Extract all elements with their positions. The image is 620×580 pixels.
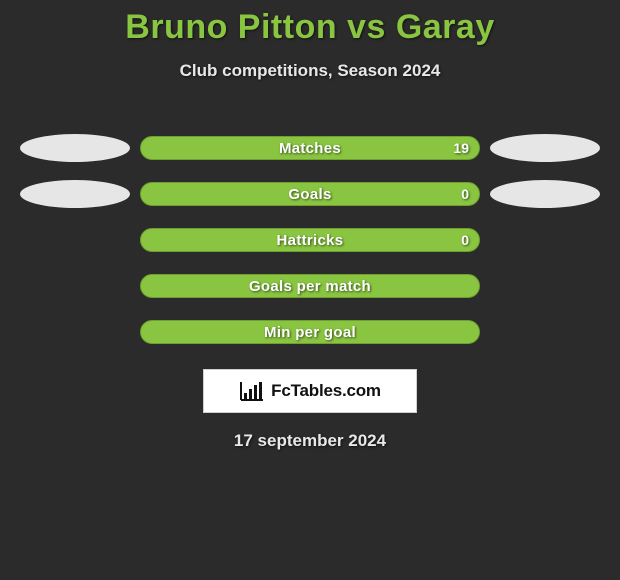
- stat-label: Goals per match: [249, 278, 371, 295]
- right-ellipse: [490, 134, 600, 162]
- right-spacer: [490, 226, 600, 254]
- brand-box: FcTables.com: [203, 369, 417, 413]
- stat-label: Hattricks: [277, 232, 344, 249]
- brand-text: FcTables.com: [271, 381, 381, 401]
- stat-bar: Goals per match: [140, 274, 480, 298]
- row-goals: Goals 0: [0, 171, 620, 217]
- row-matches: Matches 19: [0, 125, 620, 171]
- stat-label: Min per goal: [264, 324, 356, 341]
- row-goals-per-match: Goals per match: [0, 263, 620, 309]
- stat-bar: Goals 0: [140, 182, 480, 206]
- stat-label: Matches: [279, 140, 341, 157]
- stat-bar: Min per goal: [140, 320, 480, 344]
- left-ellipse: [20, 134, 130, 162]
- stat-value: 0: [461, 186, 469, 202]
- stat-bar: Matches 19: [140, 136, 480, 160]
- stat-value: 19: [453, 140, 469, 156]
- footer-date: 17 september 2024: [0, 431, 620, 451]
- left-ellipse: [20, 180, 130, 208]
- stat-label: Goals: [288, 186, 331, 203]
- stat-bar: Hattricks 0: [140, 228, 480, 252]
- left-spacer: [20, 226, 130, 254]
- left-spacer: [20, 272, 130, 300]
- row-min-per-goal: Min per goal: [0, 309, 620, 355]
- left-spacer: [20, 318, 130, 346]
- right-ellipse: [490, 180, 600, 208]
- bar-chart-icon: [239, 380, 265, 402]
- comparison-rows: Matches 19 Goals 0 Hattricks 0 Goals per…: [0, 125, 620, 355]
- stat-value: 0: [461, 232, 469, 248]
- right-spacer: [490, 272, 600, 300]
- right-spacer: [490, 318, 600, 346]
- row-hattricks: Hattricks 0: [0, 217, 620, 263]
- page-subtitle: Club competitions, Season 2024: [0, 61, 620, 81]
- page-title: Bruno Pitton vs Garay: [0, 0, 620, 47]
